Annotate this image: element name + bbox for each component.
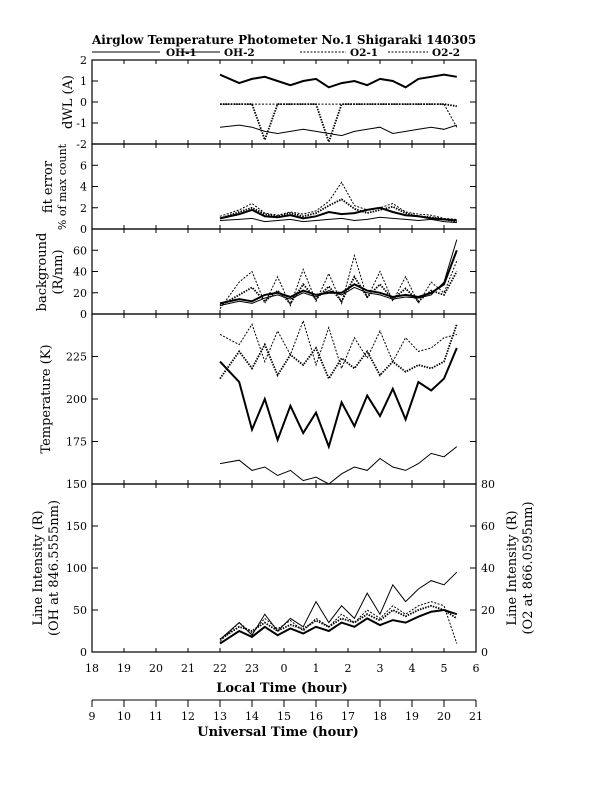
- ytick-label-intensity-3: 150: [66, 520, 87, 533]
- local-tick-label-6: 0: [281, 662, 288, 675]
- ytick-label-background-1: 20: [73, 287, 87, 300]
- ut-tick-label-5: 14: [245, 710, 259, 723]
- series-intensity-oh-1: [219, 571, 458, 640]
- ut-tick-label-3: 12: [181, 710, 195, 723]
- ytick-label-right-intensity-1: 20: [481, 604, 495, 617]
- series-background-o2-1: [219, 253, 458, 309]
- local-tick-label-8: 2: [345, 662, 352, 675]
- series-temperature-o2-1: [219, 319, 457, 370]
- ytick-label-intensity-2: 100: [66, 562, 87, 575]
- series-background-oh-1: [219, 239, 458, 306]
- local-tick-label-12: 6: [473, 662, 480, 675]
- local-tick-label-7: 1: [313, 662, 320, 675]
- axis-ticks: -2-1012024602040601501752002250501001500…: [66, 54, 495, 659]
- ut-tick-label-12: 21: [469, 710, 483, 723]
- ut-tick-label-9: 18: [373, 710, 387, 723]
- ytick-label-temperature-1: 175: [66, 436, 87, 449]
- panel-intensity-frame: [91, 483, 477, 653]
- series-temperature-o2-2: [219, 323, 458, 381]
- local-time-label: Local Time (hour): [216, 681, 348, 696]
- series-fit-oh-1: [219, 216, 457, 224]
- ytick-label-temperature-0: 150: [66, 478, 87, 491]
- ylabel-fit-sub: % of max count: [56, 143, 69, 230]
- panel-dwl-frame: [91, 59, 477, 145]
- ytick-label-right-intensity-4: 80: [481, 478, 495, 491]
- ytick-label-right-intensity-0: 0: [481, 646, 488, 659]
- ylabel-intensity-right-sub: (O2 at 866.0595nm): [521, 501, 536, 634]
- ut-tick-label-4: 13: [213, 710, 227, 723]
- ytick-label-fit-1: 2: [80, 202, 87, 215]
- legend-label-oh1: OH-1: [166, 47, 197, 59]
- local-tick-label-2: 20: [149, 662, 163, 675]
- local-tick-label-3: 21: [181, 662, 195, 675]
- ytick-label-dwl-0: -2: [76, 138, 87, 151]
- ut-tick-label-6: 15: [277, 710, 291, 723]
- legend-label-o21: O2-1: [350, 47, 378, 59]
- ylabel-fit: fit error: [41, 160, 56, 213]
- ylabel-intensity-sub: (OH at 846.5555nm): [47, 500, 62, 636]
- series-temperature-oh-1: [219, 446, 458, 485]
- ytick-label-dwl-2: 0: [80, 96, 87, 109]
- ut-tick-label-10: 19: [405, 710, 419, 723]
- ut-tick-label-2: 11: [149, 710, 163, 723]
- ylabel-dwl: dWL (A): [61, 75, 76, 129]
- ytick-label-temperature-2: 200: [66, 393, 87, 406]
- local-time-axis: 18 19 20 21 22 23 0 1 2 3 4 5 6: [85, 662, 480, 675]
- chart-title: Airglow Temperature Photometer No.1 Shig…: [91, 33, 476, 47]
- local-tick-label-9: 3: [377, 662, 384, 675]
- series-dwl-oh-2: [219, 73, 457, 89]
- ytick-label-fit-2: 4: [80, 181, 87, 194]
- ut-tick-label-7: 16: [309, 710, 323, 723]
- series-dwl-o2-2: [220, 103, 457, 145]
- legend: OH-1 OH-2 O2-1 O2-2: [92, 47, 460, 59]
- ut-tick-label-1: 10: [117, 710, 131, 723]
- ylabel-background: background: [35, 233, 50, 312]
- universal-time-label: Universal Time (hour): [197, 725, 359, 740]
- series-intensity-o2-1: [219, 601, 458, 644]
- ytick-label-temperature-3: 225: [66, 351, 87, 364]
- local-tick-label-5: 23: [245, 662, 259, 675]
- ytick-label-intensity-0: 0: [80, 646, 87, 659]
- ytick-label-right-intensity-3: 60: [481, 520, 495, 533]
- ylabel-background-sub: (R/nm): [51, 249, 66, 294]
- series-lines: [219, 73, 458, 645]
- series-intensity-oh-2: [219, 608, 458, 645]
- ylabel-temperature: Temperature (K): [39, 344, 54, 453]
- universal-time-axis: 9 10 11 12 13 14 15 16 17 18 19 20 21: [89, 700, 483, 723]
- legend-label-oh2: OH-2: [224, 47, 255, 59]
- series-fit-oh-2: [219, 206, 457, 222]
- series-temperature-oh-2: [219, 347, 458, 450]
- ytick-label-fit-0: 0: [80, 223, 87, 236]
- local-tick-label-1: 19: [117, 662, 131, 675]
- local-tick-label-4: 22: [213, 662, 227, 675]
- local-tick-label-10: 4: [409, 662, 416, 675]
- ytick-label-dwl-1: -1: [76, 117, 87, 130]
- ytick-label-background-3: 60: [73, 244, 87, 257]
- legend-label-o22: O2-2: [432, 47, 460, 59]
- ytick-label-fit-3: 6: [80, 159, 87, 172]
- ytick-label-right-intensity-2: 40: [481, 562, 495, 575]
- series-fit-o2-1: [219, 181, 457, 220]
- series-intensity-o2-2: [219, 604, 458, 641]
- ytick-label-dwl-3: 1: [80, 75, 87, 88]
- local-tick-label-0: 18: [85, 662, 99, 675]
- series-background-oh-2: [219, 249, 458, 305]
- ut-tick-label-11: 20: [437, 710, 451, 723]
- ylabel-intensity-right: Line Intensity (R): [505, 510, 520, 625]
- series-fit-o2-2: [219, 198, 457, 223]
- series-dwl-oh-1: [219, 124, 457, 137]
- panel-temperature-frame: [91, 313, 477, 485]
- ut-tick-label-0: 9: [89, 710, 96, 723]
- ut-tick-label-8: 17: [341, 710, 355, 723]
- ytick-label-intensity-1: 50: [73, 604, 87, 617]
- ytick-label-background-2: 40: [73, 266, 87, 279]
- ytick-label-dwl-4: 2: [80, 54, 87, 67]
- ylabel-intensity: Line Intensity (R): [31, 510, 46, 625]
- ytick-label-background-0: 0: [80, 308, 87, 321]
- local-tick-label-11: 5: [441, 662, 448, 675]
- series-background-o2-2: [219, 271, 458, 307]
